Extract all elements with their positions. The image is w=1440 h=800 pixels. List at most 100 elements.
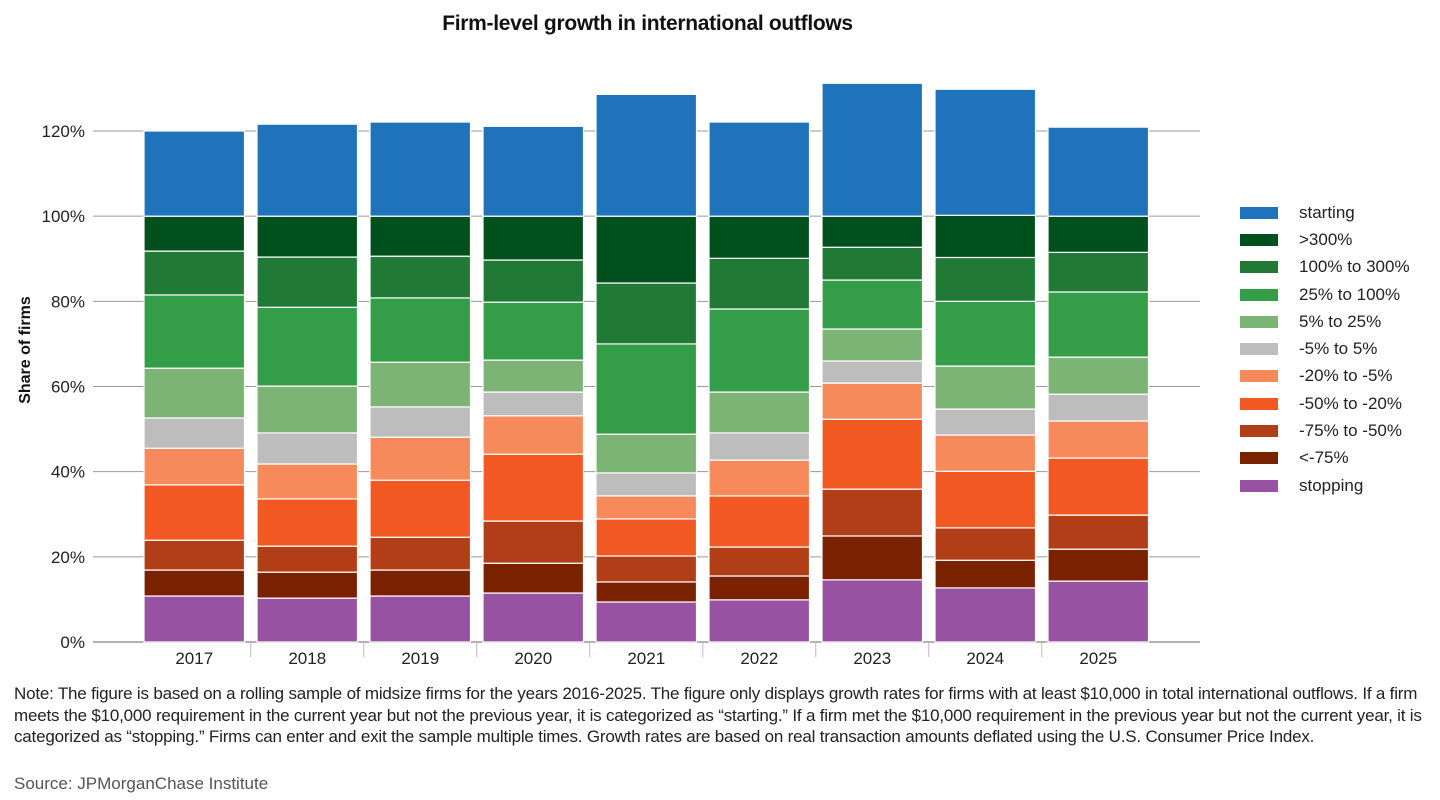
bar-stack-2019 <box>369 121 472 643</box>
bar-segment <box>934 434 1037 472</box>
bar-segment <box>821 382 924 420</box>
legend-label: starting <box>1299 202 1355 222</box>
legend-item: -20% to -5% <box>1240 363 1410 390</box>
legend-item: 5% to 25% <box>1240 308 1410 335</box>
bar-segment <box>595 518 698 557</box>
bar-segment <box>482 520 585 564</box>
bar-segment <box>143 539 246 571</box>
bar-segment <box>256 597 359 643</box>
y-tick-label: 120% <box>42 122 85 141</box>
bar-segment <box>934 408 1037 436</box>
legend-label: -5% to 5% <box>1299 339 1378 359</box>
bar-segment <box>256 571 359 599</box>
bar-segment <box>595 581 698 603</box>
legend-item: -75% to -50% <box>1240 417 1410 444</box>
legend-label: stopping <box>1299 475 1364 495</box>
bar-segment <box>369 255 472 299</box>
legend-item: -5% to 5% <box>1240 335 1410 362</box>
legend-item: stopping <box>1240 472 1410 499</box>
bar-segment <box>708 575 811 601</box>
bar-segment <box>934 470 1037 529</box>
bar-segment <box>1047 457 1150 516</box>
x-tick-label: 2018 <box>288 649 326 668</box>
bar-segment <box>482 125 585 217</box>
x-axis: 2017 2018 2019 2020 2021 2022 2023 2024 2025 <box>175 642 1117 668</box>
legend-item: >300% <box>1240 226 1410 253</box>
bar-stack-2017 <box>143 130 246 643</box>
bar-stack-2018 <box>256 123 359 643</box>
x-tick-label: 2020 <box>514 649 552 668</box>
bar-segment <box>934 300 1037 367</box>
bar-segment <box>1047 420 1150 459</box>
legend-item: starting <box>1240 199 1410 226</box>
y-tick-label: 20% <box>51 548 85 567</box>
bar-segment <box>1047 126 1150 217</box>
legend-swatch <box>1240 479 1278 492</box>
bar-segment <box>143 130 246 217</box>
bar-segment <box>708 495 811 548</box>
bar-segment <box>708 257 811 310</box>
legend-label: <-75% <box>1299 448 1349 468</box>
bar-segment <box>821 579 924 643</box>
y-tick-label: 0% <box>60 633 85 652</box>
bar-segment <box>256 498 359 547</box>
bar-segment <box>821 488 924 537</box>
bar-segment <box>482 215 585 261</box>
legend-label: -20% to -5% <box>1299 366 1393 386</box>
bar-segment <box>143 294 246 369</box>
bar-segment <box>708 459 811 497</box>
x-tick-label: 2023 <box>853 649 891 668</box>
bar-segment <box>256 463 359 500</box>
y-tick-label: 100% <box>42 207 85 226</box>
bar-segment <box>595 433 698 474</box>
bar-segment <box>482 415 585 455</box>
bar-segment <box>821 360 924 384</box>
bar-segment <box>256 545 359 573</box>
bar-segment <box>595 93 698 217</box>
legend-label: 100% to 300% <box>1299 257 1410 277</box>
bar-segment <box>482 453 585 522</box>
bar-segment <box>708 308 811 393</box>
bar-segment <box>821 82 924 217</box>
bar-segment <box>482 562 585 594</box>
bar-segment <box>369 569 472 597</box>
x-tick-label: 2022 <box>740 649 778 668</box>
bar-segment <box>821 328 924 362</box>
bar-segment <box>595 472 698 497</box>
bar-segment <box>369 479 472 538</box>
bar-segment <box>369 436 472 481</box>
chart-title: Firm-level growth in international outfl… <box>442 12 853 35</box>
bar-segment <box>482 592 585 643</box>
bar-segment <box>821 246 924 281</box>
chart-source: Source: JPMorganChase Institute <box>14 774 269 793</box>
x-tick-label: 2017 <box>175 649 213 668</box>
bar-segment <box>143 447 246 486</box>
bar-segment <box>482 359 585 393</box>
bar-stack-2020 <box>482 125 585 643</box>
legend-swatch <box>1240 343 1278 356</box>
chart-notes: Note: The figure is based on a rolling s… <box>14 684 1422 746</box>
bar-segment <box>708 391 811 434</box>
bar-segment <box>595 215 698 284</box>
legend-swatch <box>1240 288 1278 301</box>
legend-label: -75% to -50% <box>1299 421 1402 441</box>
y-axis-label: Share of firms <box>17 296 34 404</box>
bar-segment <box>256 385 359 434</box>
bar-segment <box>256 256 359 308</box>
bar-segment <box>595 555 698 583</box>
bar-segment <box>1047 291 1150 358</box>
bar-segment <box>821 279 924 330</box>
bar-segment <box>369 121 472 217</box>
legend-swatch <box>1240 261 1278 274</box>
legend-swatch <box>1240 397 1278 410</box>
bar-segment <box>821 418 924 490</box>
bar-segment <box>595 343 698 435</box>
chart-svg: 0%20%40%60%80%100%120% 2017 2018 2019 2020 2… <box>17 82 1200 668</box>
bar-segment <box>708 121 811 217</box>
bar-segment <box>934 527 1037 561</box>
bar-segment <box>369 215 472 257</box>
legend-item: 25% to 100% <box>1240 281 1410 308</box>
bar-segment <box>369 406 472 438</box>
x-tick-label: 2025 <box>1079 649 1117 668</box>
bar-segment <box>934 88 1037 216</box>
